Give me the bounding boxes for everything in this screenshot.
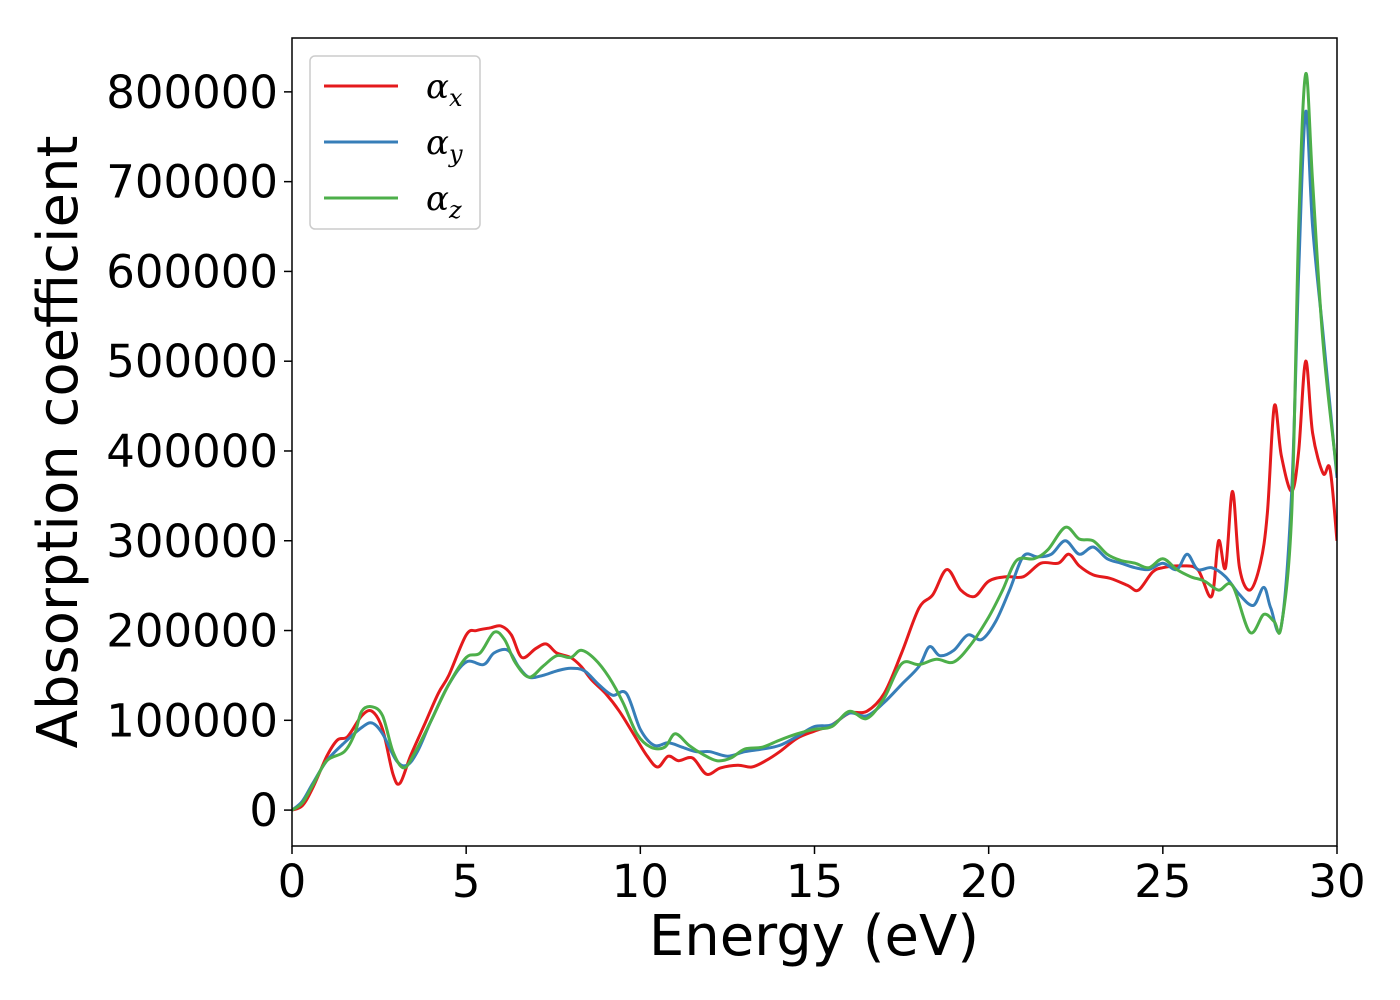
y-tick-label: 200000 [106,605,278,658]
legend-entry-y: αy [426,123,463,168]
series-line-z [292,72,1337,812]
y-tick-label: 500000 [106,335,278,388]
x-axis: 0 5 10 15 20 25 30 [278,846,1366,908]
y-tick-label: 600000 [106,245,278,298]
x-tick-label: 30 [1308,855,1365,908]
legend-entry-x: αx [426,67,463,112]
x-tick-label: 10 [612,855,669,908]
legend-entry-z: αz [426,179,462,224]
y-axis: 0 100000 200000 300000 400000 500000 600000 700… [106,66,292,837]
x-tick-label: 15 [786,855,843,908]
x-tick-label: 20 [960,855,1017,908]
y-tick-label: 800000 [106,66,278,119]
x-tick-label: 5 [452,855,481,908]
x-tick-label: 0 [278,855,307,908]
x-axis-label: Energy (eV) [649,904,979,969]
legend: αx αy αz [309,55,481,230]
y-tick-label: 300000 [106,515,278,568]
y-tick-label: 700000 [106,156,278,209]
y-axis-label: Absorption coefficient [26,136,91,749]
series-layer [292,72,1337,812]
y-tick-label: 0 [249,784,278,837]
y-tick-label: 100000 [106,694,278,747]
y-tick-label: 400000 [106,425,278,478]
x-tick-label: 25 [1134,855,1191,908]
